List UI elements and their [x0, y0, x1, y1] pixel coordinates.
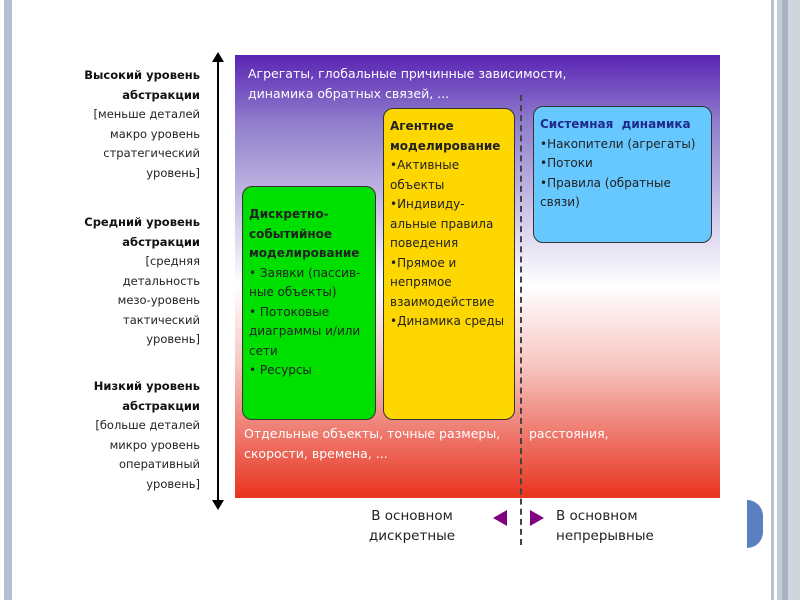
- box-system-dynamics: Системная динамика •Накопители (агрегаты…: [533, 106, 712, 243]
- list-item: •Индивиду-альные правила поведения: [390, 197, 494, 250]
- list-item: • Заявки (пассив-ные объекты): [249, 265, 361, 300]
- list-item: • Потоковые диаграммы и/или сети: [249, 304, 361, 358]
- list-item: •Накопители (агрегаты): [540, 136, 696, 151]
- label-discrete: В основном дискретные: [368, 508, 456, 544]
- slide-right-stripes: [768, 0, 800, 600]
- arrow-right-icon: [530, 510, 544, 526]
- level-medium: Средний уровень абстракции [средняя деталь…: [84, 215, 200, 346]
- label-continuous: В основном непрерывные: [556, 508, 654, 544]
- arrow-left-icon: [493, 510, 507, 526]
- list-item: •Активные объекты: [390, 158, 460, 192]
- next-slide-tab[interactable]: [747, 500, 763, 548]
- box-agent-based: Агентное моделирование •Активные объекты…: [383, 108, 515, 420]
- bottom-description: Отдельные объекты, точные размеры, скорос…: [244, 426, 501, 461]
- box-discrete-event: Дискретно-событийное моделирование • Зая…: [242, 186, 376, 420]
- level-high: Высокий уровень абстракции [меньше детале…: [84, 68, 200, 180]
- arrow-down-icon: [212, 500, 224, 510]
- slide-left-border: [4, 0, 12, 600]
- top-description: Агрегаты, глобальные причинные зависимос…: [248, 66, 567, 101]
- list-item: •Потоки: [540, 156, 593, 170]
- level-low: Низкий уровень абстракции [больше деталей…: [93, 379, 200, 491]
- box-title: Дискретно-событийное моделирование: [249, 207, 360, 260]
- abstraction-axis: [217, 60, 219, 502]
- box-title: Системная динамика: [540, 117, 691, 131]
- list-item: •Динамика среды: [390, 314, 505, 328]
- bottom-description-right: расстояния,: [529, 426, 609, 441]
- arrow-up-icon: [212, 52, 224, 62]
- box-title: Агентное моделирование: [390, 119, 501, 153]
- list-item: •Прямое и непрямое взаимодействие: [390, 255, 495, 309]
- list-item: •Правила (обратные связи): [540, 175, 671, 210]
- list-item: • Ресурсы: [249, 363, 312, 377]
- divider-dashed-line: [520, 95, 522, 545]
